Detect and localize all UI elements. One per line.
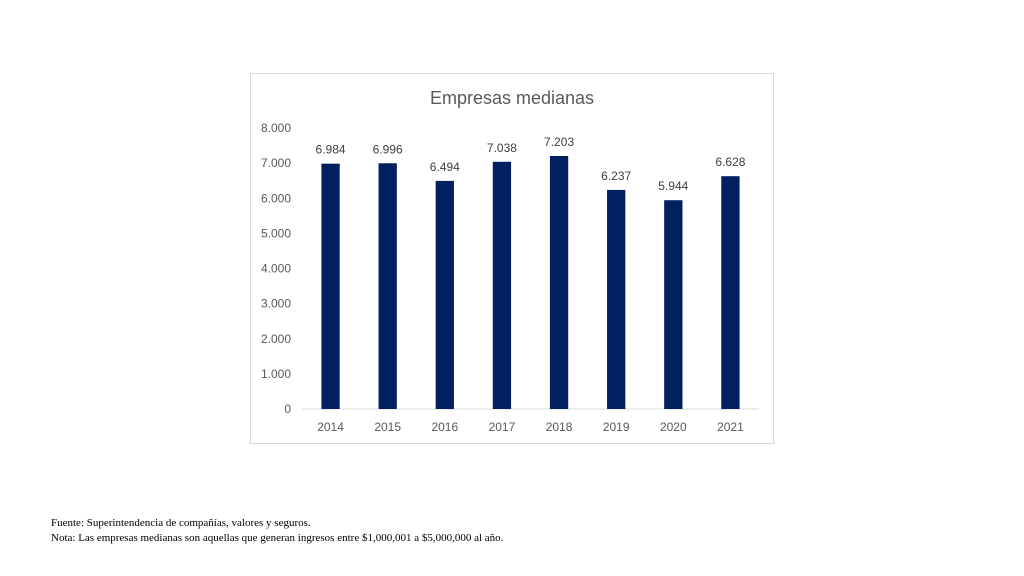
y-tick-label: 7.000 [261,156,291,170]
data-label: 7.038 [487,141,517,155]
chart-frame: Empresas medianas 0 1.000 2.000 3.000 4.000 5… [250,73,774,444]
y-tick-label: 2.000 [261,332,291,346]
bar [492,161,512,409]
source-note: Fuente: Superintendencia de compañías, v… [51,517,311,529]
y-tick-label: 4.000 [261,262,291,276]
y-tick-label: 0 [284,402,291,416]
x-tick-label: 2019 [603,420,630,434]
x-tick-label: 2016 [431,420,458,434]
data-label: 6.494 [430,160,460,174]
data-label: 6.996 [373,142,403,156]
bar [435,180,454,409]
footnotes: Fuente: Superintendencia de compañías, v… [51,516,503,546]
chart-title: Empresas medianas [429,88,595,108]
definition-note: Nota: Las empresas medianas son aquellas… [51,532,504,544]
data-label: 6.984 [316,143,346,157]
y-tick-label: 3.000 [261,297,291,311]
x-tick-label: 2014 [317,420,344,434]
data-label: 5.944 [658,179,688,193]
bar [607,189,626,409]
data-label: 7.203 [544,135,574,149]
bar [549,155,569,409]
bar-chart: 0 1.000 2.000 3.000 4.000 5.000 6.000 7.000 8.00… [261,121,759,434]
x-tick-label: 2015 [374,420,401,434]
bar [321,163,340,409]
data-label: 6.628 [715,155,745,169]
x-tick-label: 2017 [489,420,516,434]
bar [378,163,397,409]
y-tick-label: 5.000 [261,226,291,240]
x-tick-label: 2018 [546,420,573,434]
bar [721,176,740,409]
y-tick-label: 6.000 [261,191,291,205]
x-tick-label: 2021 [717,420,744,434]
data-label: 6.237 [601,169,631,183]
x-tick-label: 2020 [660,420,687,434]
y-tick-label: 1.000 [261,367,291,381]
bar [664,200,683,409]
y-tick-label: 8.000 [261,121,291,135]
